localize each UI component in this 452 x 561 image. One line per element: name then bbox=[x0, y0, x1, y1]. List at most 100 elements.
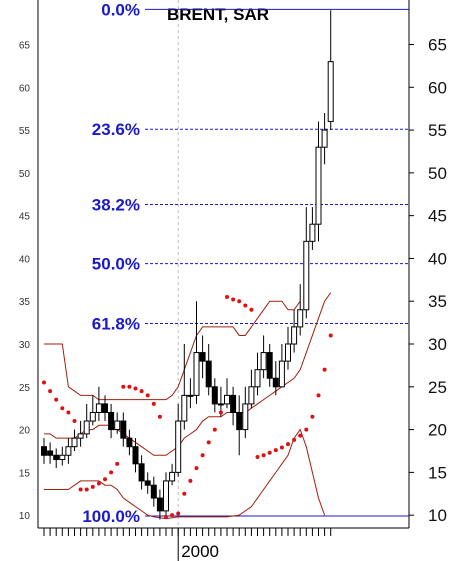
sar-dot bbox=[316, 393, 321, 398]
candle-body bbox=[278, 360, 285, 388]
candle-body bbox=[71, 437, 78, 448]
fib-label: 100.0% bbox=[82, 507, 140, 526]
candle-body bbox=[291, 326, 298, 345]
candle-body bbox=[144, 480, 151, 486]
y-tick-label: 25 bbox=[428, 378, 447, 397]
candle-body bbox=[120, 420, 127, 439]
y-tick-label: 20 bbox=[428, 421, 447, 440]
candle-body bbox=[89, 411, 96, 422]
sar-dot bbox=[48, 389, 53, 394]
candle-body bbox=[138, 463, 145, 482]
sar-dot bbox=[145, 393, 150, 398]
y-tick-label: 40 bbox=[19, 254, 31, 265]
y-tick-label: 50 bbox=[19, 169, 31, 180]
sar-dot bbox=[96, 481, 101, 486]
candle-body bbox=[309, 223, 316, 242]
sar-dot bbox=[194, 466, 199, 471]
sar-dot bbox=[249, 307, 254, 312]
candle-body bbox=[150, 484, 157, 499]
sar-dot bbox=[237, 299, 242, 304]
x-tick-label: 2000 bbox=[181, 542, 219, 561]
candle-body bbox=[114, 420, 121, 431]
candle-body bbox=[205, 360, 212, 388]
y-tick-label: 10 bbox=[428, 506, 447, 525]
candle-body bbox=[285, 343, 291, 362]
sar-dot bbox=[292, 437, 297, 442]
candle-body bbox=[83, 420, 90, 435]
sar-dot bbox=[218, 410, 223, 415]
candle-body bbox=[187, 394, 194, 397]
sar-dot bbox=[42, 380, 46, 385]
sar-dot bbox=[90, 484, 95, 489]
y-tick-label: 10 bbox=[19, 511, 31, 522]
fib-label: 61.8% bbox=[92, 314, 140, 333]
sar-dot bbox=[170, 513, 175, 518]
y-tick-label: 60 bbox=[428, 78, 447, 97]
fib-label: 38.2% bbox=[92, 196, 140, 215]
candle-body bbox=[315, 146, 322, 225]
sar-dot bbox=[139, 389, 144, 394]
y-tick-label: 65 bbox=[428, 35, 447, 54]
y-tick-label: 30 bbox=[428, 335, 447, 354]
sar-dot bbox=[84, 487, 89, 492]
candle-body bbox=[132, 446, 139, 465]
candle-body bbox=[77, 433, 84, 439]
fib-label: 23.6% bbox=[92, 120, 140, 139]
sar-dot bbox=[304, 427, 309, 432]
sar-dot bbox=[164, 514, 168, 519]
candle-body bbox=[230, 394, 237, 413]
candle-body bbox=[126, 437, 133, 448]
sar-dot bbox=[286, 442, 290, 447]
sar-dot bbox=[328, 333, 333, 338]
candle-body bbox=[102, 403, 108, 413]
sar-dot bbox=[206, 440, 211, 445]
candle-body bbox=[163, 480, 169, 512]
candle-body bbox=[181, 394, 188, 422]
y-tick-label: 25 bbox=[19, 383, 31, 394]
candle-body bbox=[53, 454, 60, 461]
y-tick-label: 40 bbox=[428, 249, 447, 268]
sar-dot bbox=[279, 445, 284, 450]
candle-body bbox=[217, 403, 224, 406]
sar-dot bbox=[298, 433, 303, 438]
candle-body bbox=[303, 240, 310, 311]
sar-dot bbox=[267, 450, 272, 455]
candle-body bbox=[193, 352, 200, 396]
sar-dot bbox=[261, 453, 266, 458]
candle-body bbox=[260, 352, 267, 371]
candle-body bbox=[242, 403, 249, 431]
sar-dot bbox=[231, 297, 236, 302]
y-tick-label: 60 bbox=[19, 83, 31, 94]
y-tick-label: 55 bbox=[19, 126, 31, 137]
sar-dot bbox=[151, 401, 156, 406]
candle-body bbox=[59, 454, 66, 461]
y-tick-label: 15 bbox=[19, 468, 31, 479]
sar-dot bbox=[121, 384, 126, 389]
sar-dot bbox=[78, 487, 83, 492]
candle-body bbox=[65, 446, 72, 456]
y-tick-label: 20 bbox=[19, 426, 31, 437]
y-tick-label: 45 bbox=[19, 212, 31, 223]
candle-body bbox=[297, 309, 304, 328]
chart-title: BRENT, SAR bbox=[167, 5, 269, 24]
sar-dot bbox=[60, 406, 65, 411]
y-tick-label: 35 bbox=[428, 292, 447, 311]
fib-label: 50.0% bbox=[92, 255, 140, 274]
sar-dot bbox=[115, 461, 120, 466]
y-tick-label: 65 bbox=[19, 40, 31, 51]
candle-body bbox=[211, 386, 218, 405]
candle-body bbox=[199, 352, 206, 362]
candle-body bbox=[254, 369, 261, 388]
sar-dot bbox=[103, 477, 107, 482]
fib-label: 0.0% bbox=[101, 0, 140, 19]
candle-body bbox=[41, 446, 47, 456]
candle-body bbox=[47, 450, 54, 456]
band-line bbox=[44, 428, 326, 520]
sar-dot bbox=[54, 397, 59, 402]
sar-dot bbox=[188, 478, 193, 483]
sar-dot bbox=[225, 294, 229, 299]
candle-body bbox=[236, 411, 243, 431]
sar-dot bbox=[176, 511, 181, 516]
sar-dot bbox=[200, 453, 205, 458]
y-tick-label: 50 bbox=[428, 164, 447, 183]
